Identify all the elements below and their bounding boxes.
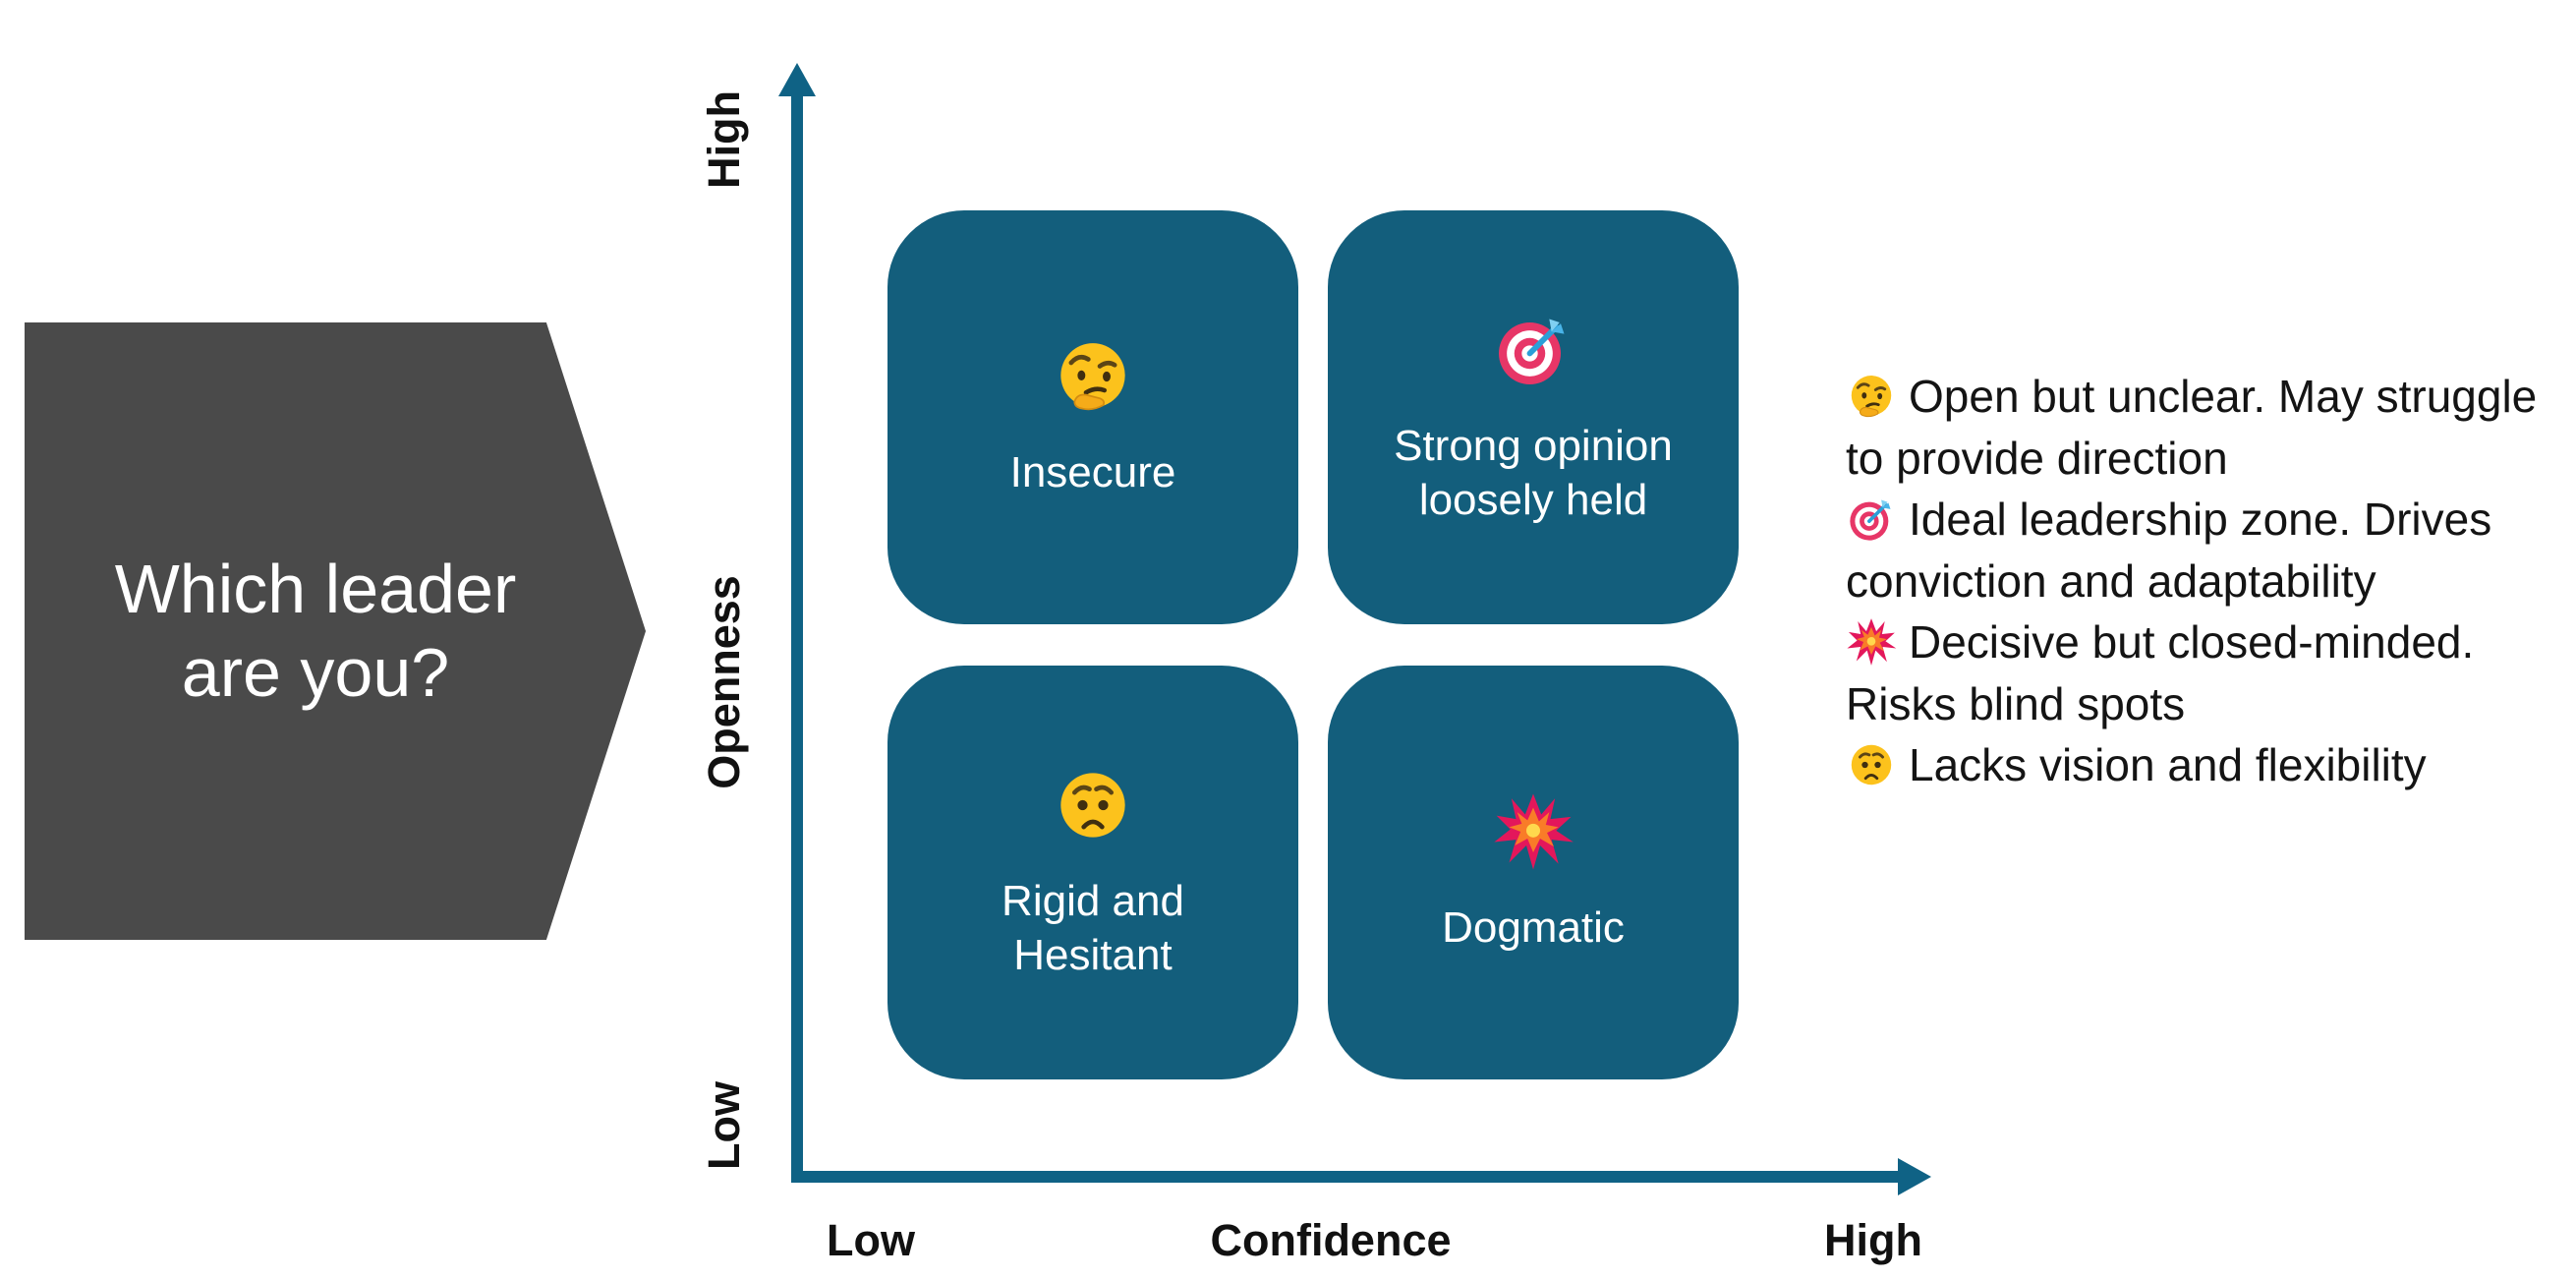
- legend-item: Open but unclear. May struggle to provid…: [1846, 366, 2568, 489]
- legend-item-text: Decisive but closed-minded. Risks blind …: [1846, 616, 2475, 729]
- worried-face-icon: [1052, 764, 1134, 846]
- y-axis-arrowhead-icon: [778, 63, 816, 96]
- thinking-face-icon: [1052, 335, 1134, 418]
- collision-icon: [1847, 618, 1897, 667]
- legend-item-text: Lacks vision and flexibility: [1909, 739, 2427, 791]
- diagram-title: Which leader are you?: [114, 550, 517, 711]
- quadrant-strong-opinion-loosely-held: Strong opinion loosely held: [1328, 210, 1739, 624]
- y-axis-high-label: High: [699, 90, 749, 189]
- x-axis-high-label: High: [1824, 1215, 1922, 1265]
- collision-icon: [1492, 790, 1574, 873]
- worried-face-icon: [1850, 743, 1893, 786]
- quadrant-insecure: Insecure: [887, 210, 1298, 624]
- x-axis-title: Confidence: [1210, 1215, 1452, 1265]
- x-axis-arrowhead-icon: [1898, 1158, 1931, 1195]
- quadrant-label: Strong opinion loosely held: [1394, 421, 1673, 524]
- legend-item-text: Open but unclear. May struggle to provid…: [1846, 371, 2538, 484]
- quadrant-label: Rigid and Hesitant: [1002, 876, 1184, 979]
- quadrant-rigid-and-hesitant: Rigid and Hesitant: [887, 666, 1298, 1079]
- legend-item: Lacks vision and flexibility: [1846, 734, 2568, 796]
- x-axis-line: [791, 1171, 1900, 1183]
- y-axis-line: [791, 94, 803, 1183]
- y-axis-title: Openness: [699, 575, 749, 789]
- target-dart-icon: [1848, 497, 1893, 543]
- legend-item: Ideal leadership zone. Drives conviction…: [1846, 489, 2568, 611]
- x-axis-low-label: Low: [827, 1215, 915, 1265]
- legend-item: Decisive but closed-minded. Risks blind …: [1846, 611, 2568, 734]
- y-axis-low-label: Low: [699, 1081, 749, 1170]
- quadrant-label: Dogmatic: [1442, 903, 1625, 952]
- target-dart-icon: [1492, 309, 1574, 391]
- legend: Open but unclear. May struggle to provid…: [1846, 366, 2568, 796]
- legend-item-text: Ideal leadership zone. Drives conviction…: [1846, 494, 2492, 607]
- quadrant-dogmatic: Dogmatic: [1328, 666, 1739, 1079]
- thinking-face-icon: [1850, 374, 1893, 419]
- quadrant-label: Insecure: [1009, 448, 1176, 496]
- title-arrow-shape: Which leader are you?: [25, 322, 646, 940]
